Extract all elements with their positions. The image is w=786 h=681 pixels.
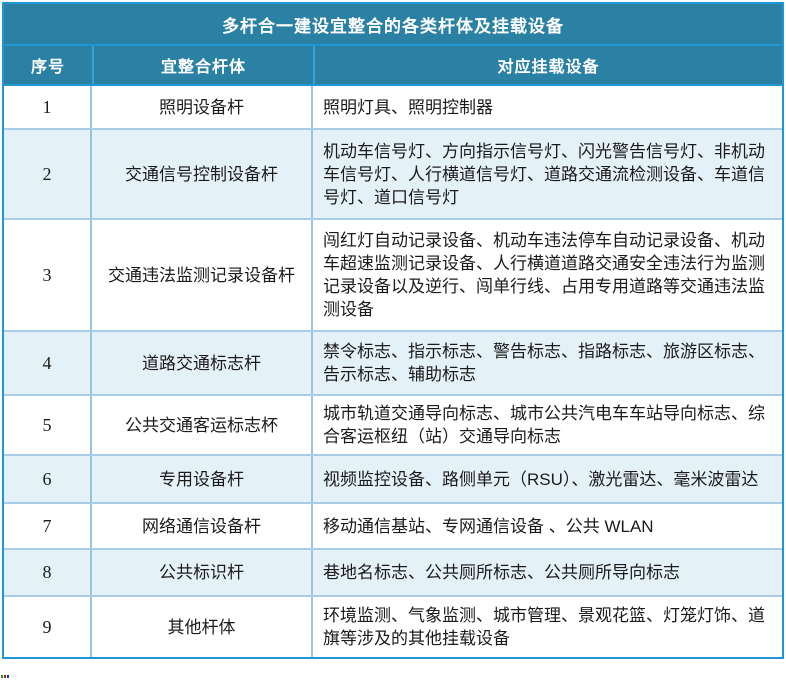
table-row: 8 公共标识杆 巷地名标志、公共厕所标志、公共厕所导向标志 <box>4 548 782 595</box>
table-body: 1 照明设备杆 照明灯具、照明控制器 2 交通信号控制设备杆 机动车信号灯、方向… <box>4 86 782 657</box>
table-row: 5 公共交通客运标志杯 城市轨道交通导向标志、城市公共汽电车车站导向标志、综合客… <box>4 394 782 454</box>
row-index: 6 <box>4 456 92 502</box>
table-row: 9 其他杆体 环境监测、气象监测、城市管理、景观花篮、灯笼灯饰、道旗等涉及的其他… <box>4 595 782 657</box>
mounted-devices: 城市轨道交通导向标志、城市公共汽电车车站导向标志、综合客运枢纽（站）交通导向标志 <box>323 404 765 446</box>
pole-type: 公共交通客运标志杯 <box>92 396 313 454</box>
mounted-devices: 闯红灯自动记录设备、机动车违法停车自动记录设备、机动车超速监测记录设备、人行横道… <box>323 231 765 319</box>
table-row: 2 交通信号控制设备杆 机动车信号灯、方向指示信号灯、闪光警告信号灯、非机动车信… <box>4 128 782 218</box>
table-row: 7 网络通信设备杆 移动通信基站、专网通信设备 、公共 WLAN <box>4 502 782 548</box>
table-header-row: 序号 宜整合杆体 对应挂载设备 <box>4 46 782 86</box>
row-index: 8 <box>4 550 92 595</box>
row-index: 1 <box>4 86 92 128</box>
mounted-devices: 照明灯具、照明控制器 <box>323 97 493 117</box>
artifact-dot-green <box>1 675 3 678</box>
mounted-devices: 移动通信基站、专网通信设备 、公共 WLAN <box>323 516 654 536</box>
mounted-devices: 机动车信号灯、方向指示信号灯、闪光警告信号灯、非机动车信号灯、人行横道信号灯、道… <box>323 141 765 207</box>
mounted-devices: 巷地名标志、公共厕所标志、公共厕所导向标志 <box>323 563 680 582</box>
column-header-pole: 宜整合杆体 <box>92 46 313 84</box>
artifact-dot-red <box>4 675 6 678</box>
pole-type: 道路交通标志杆 <box>92 332 313 394</box>
pole-type: 交通违法监测记录设备杆 <box>92 220 313 330</box>
pole-type: 交通信号控制设备杆 <box>92 130 313 218</box>
pole-type: 照明设备杆 <box>92 86 313 128</box>
mounted-devices: 禁令标志、指示标志、警告标志、指路标志、旅游区标志、告示标志、辅助标志 <box>323 342 765 384</box>
pole-type: 公共标识杆 <box>92 550 313 595</box>
row-index: 4 <box>4 332 92 394</box>
artifact-dot-blue <box>7 675 9 678</box>
row-index: 3 <box>4 220 92 330</box>
row-index: 5 <box>4 396 92 454</box>
table-row: 1 照明设备杆 照明灯具、照明控制器 <box>4 86 782 128</box>
page-corner-artifact-dots <box>1 675 10 679</box>
table-row: 6 专用设备杆 视频监控设备、路侧单元（RSU）、激光雷达、毫米波雷达 <box>4 454 782 502</box>
table-row: 3 交通违法监测记录设备杆 闯红灯自动记录设备、机动车违法停车自动记录设备、机动… <box>4 218 782 330</box>
pole-type: 其他杆体 <box>92 597 313 657</box>
integration-table: 多杆合一建设宜整合的各类杆体及挂载设备 序号 宜整合杆体 对应挂载设备 1 照明… <box>2 2 784 659</box>
pole-type: 专用设备杆 <box>92 456 313 502</box>
row-index: 2 <box>4 130 92 218</box>
row-index: 7 <box>4 504 92 548</box>
mounted-devices: 环境监测、气象监测、城市管理、景观花篮、灯笼灯饰、道旗等涉及的其他挂载设备 <box>323 606 765 648</box>
mounted-devices: 视频监控设备、路侧单元（RSU）、激光雷达、毫米波雷达 <box>323 469 759 489</box>
row-index: 9 <box>4 597 92 657</box>
column-header-devices: 对应挂载设备 <box>313 46 782 84</box>
column-header-index: 序号 <box>30 59 65 76</box>
pole-type: 网络通信设备杆 <box>92 504 313 548</box>
table-row: 4 道路交通标志杆 禁令标志、指示标志、警告标志、指路标志、旅游区标志、告示标志… <box>4 330 782 394</box>
table-title: 多杆合一建设宜整合的各类杆体及挂载设备 <box>4 4 782 46</box>
